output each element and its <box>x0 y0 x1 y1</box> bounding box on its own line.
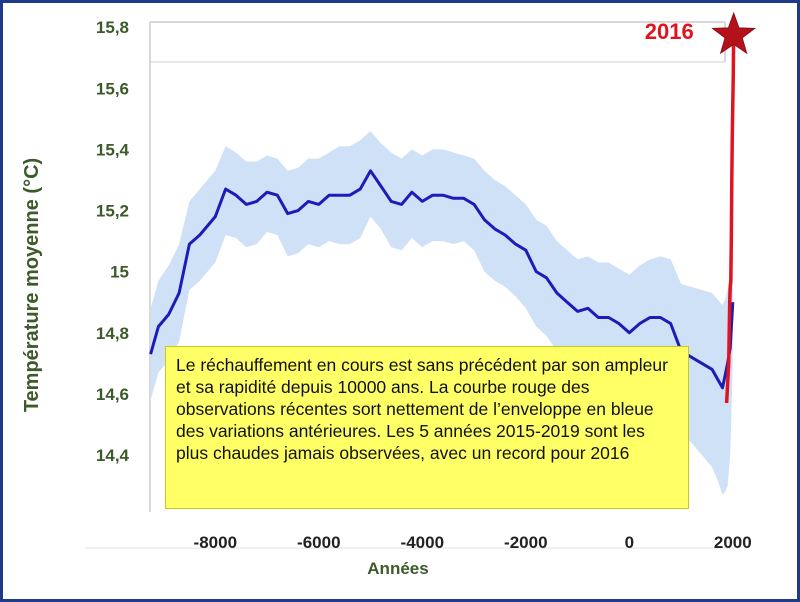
line-layer <box>149 27 736 404</box>
uncertainty-band <box>150 131 733 495</box>
y-tick-label: 15,2 <box>96 202 129 221</box>
plot-decorations <box>85 21 735 549</box>
y-tick-label: 14,4 <box>96 446 130 465</box>
x-tick-label: 2000 <box>714 533 752 552</box>
x-tick-layer: -8000 -6000 -4000 -2000 0 2000 <box>194 533 752 552</box>
y-tick-label: 15,8 <box>96 18 129 37</box>
series-line-reconstruction <box>149 169 735 390</box>
annotation-layer: 2016 <box>645 11 757 55</box>
y-tick-label: 14,6 <box>96 385 129 404</box>
y-axis-label: Température moyenne (°C) <box>21 158 43 412</box>
x-tick-label: -6000 <box>297 533 340 552</box>
y-tick-label: 15,4 <box>96 140 130 159</box>
x-tick-label: -2000 <box>504 533 547 552</box>
y-tick-label: 14,8 <box>96 324 129 343</box>
x-axis-label: Années <box>367 559 428 578</box>
x-tick-label: -4000 <box>401 533 444 552</box>
x-tick-label: -8000 <box>194 533 237 552</box>
record-year-label: 2016 <box>645 19 694 44</box>
series-line-observations <box>724 27 736 404</box>
annotation-note: Le réchauffement en cours est sans précé… <box>165 346 689 509</box>
x-tick-label: 0 <box>625 533 634 552</box>
y-tick-label: 15 <box>110 263 129 282</box>
band-layer <box>150 131 733 495</box>
record-star-icon <box>711 11 757 55</box>
y-tick-label: 15,6 <box>96 79 129 98</box>
y-tick-layer: 14,4 14,6 14,8 15 15,2 15,4 15,6 15,8 <box>96 18 130 465</box>
